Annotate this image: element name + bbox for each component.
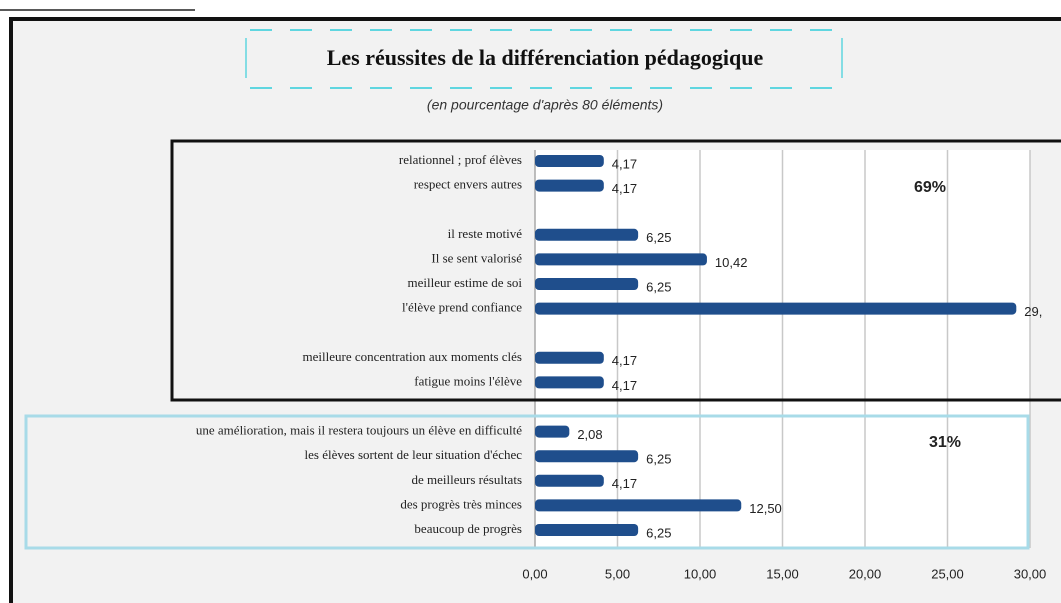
- bar: [535, 155, 604, 167]
- category-label: Il se sent valorisé: [431, 250, 522, 265]
- bar: [535, 474, 604, 487]
- x-tick-label: 30,00: [1014, 566, 1047, 581]
- category-label: respect envers autres: [414, 177, 522, 192]
- bar: [535, 351, 604, 364]
- value-label: 6,25: [646, 230, 671, 245]
- x-tick-label: 25,00: [931, 566, 964, 581]
- value-label: 6,25: [646, 279, 671, 294]
- value-label: 4,17: [612, 353, 637, 368]
- bar: [535, 302, 1017, 315]
- category-label: l'élève prend confiance: [402, 300, 522, 315]
- bar: [535, 499, 742, 512]
- value-label: 12,50: [749, 501, 782, 516]
- value-label: 6,25: [646, 525, 671, 540]
- bar: [535, 425, 570, 438]
- x-tick-label: 0,00: [522, 566, 547, 581]
- value-label: 10,42: [715, 255, 748, 270]
- value-label: 29,: [1024, 304, 1042, 319]
- value-label: 4,17: [612, 476, 637, 491]
- bar: [535, 228, 639, 241]
- category-label: beaucoup de progrès: [414, 521, 522, 536]
- x-tick-label: 15,00: [766, 566, 799, 581]
- category-label: meilleur estime de soi: [408, 275, 523, 290]
- category-label: des progrès très minces: [400, 496, 522, 511]
- x-tick-label: 20,00: [849, 566, 882, 581]
- value-label: 4,17: [612, 156, 637, 171]
- chart-title: Les réussites de la différenciation péda…: [327, 45, 764, 70]
- category-label: fatigue moins l'élève: [414, 373, 522, 388]
- value-label: 4,17: [612, 181, 637, 196]
- x-tick-label: 10,00: [684, 566, 717, 581]
- value-label: 6,25: [646, 452, 671, 467]
- bar: [535, 179, 604, 192]
- group-box: [24, 414, 1030, 550]
- annotation: 69%: [914, 179, 946, 196]
- annotation: 31%: [929, 434, 961, 451]
- category-label: meilleure concentration aux moments clés: [303, 349, 522, 364]
- category-label: il reste motivé: [448, 226, 523, 241]
- group-box: [170, 139, 1061, 402]
- bar: [535, 376, 604, 389]
- bar: [535, 253, 707, 266]
- value-label: 2,08: [577, 427, 602, 442]
- bar: [535, 524, 639, 536]
- grid: 0,00 5,00 10,00 15,00 20,00 25,00 30,00: [522, 150, 1046, 581]
- category-label: de meilleurs résultats: [412, 472, 522, 487]
- x-tick-label: 5,00: [605, 566, 630, 581]
- marks: relationnel ; prof élèves 4,17 respect env…: [196, 152, 1042, 540]
- category-label: les élèves sortent de leur situation d'é…: [305, 447, 523, 462]
- bar: [535, 450, 639, 463]
- title-box: [245, 29, 843, 89]
- category-label: une amélioration, mais il restera toujou…: [196, 423, 522, 438]
- value-label: 4,17: [612, 378, 637, 393]
- category-label: relationnel ; prof élèves: [399, 152, 522, 167]
- chart-subtitle: (en pourcentage d'après 80 éléments): [427, 97, 663, 113]
- bar: [535, 278, 639, 290]
